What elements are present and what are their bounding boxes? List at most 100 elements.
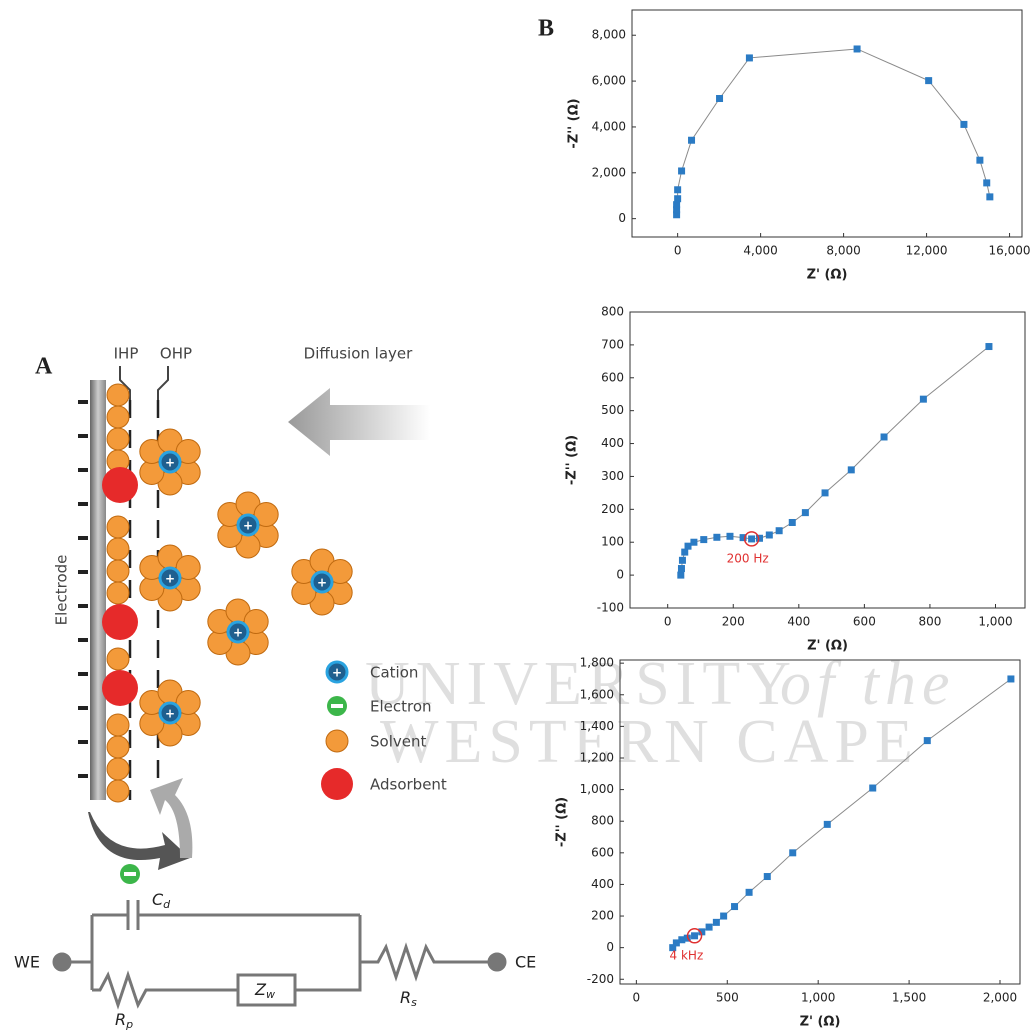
data-point <box>960 121 967 128</box>
y-tick-label: 600 <box>591 845 614 859</box>
panel-label: A <box>35 354 53 380</box>
x-tick-label: 1,000 <box>801 991 835 1005</box>
plot-frame <box>630 312 1025 608</box>
data-point <box>1007 675 1014 682</box>
rp-sub: p <box>125 1018 133 1031</box>
y-tick-label: 1,000 <box>580 782 614 796</box>
charge <box>78 434 88 438</box>
adsorbent <box>102 604 138 640</box>
y-tick-label: 500 <box>601 403 624 417</box>
x-tick-label: 200 <box>722 615 745 629</box>
data-point <box>706 924 713 931</box>
solvent <box>107 406 129 428</box>
zw-sub: w <box>266 988 275 1001</box>
solvent <box>107 714 129 736</box>
y-tick-label: 200 <box>601 502 624 516</box>
charge <box>78 604 88 608</box>
y-tick-label: 1,400 <box>580 719 614 733</box>
y-tick-label: 1,600 <box>580 687 614 701</box>
x-tick-label: 800 <box>918 615 941 629</box>
rp-label: R <box>115 1010 126 1029</box>
y-tick-label: 400 <box>601 436 624 450</box>
solvent <box>107 384 129 406</box>
electrode-label: Electrode <box>53 555 71 626</box>
solvent <box>107 560 129 582</box>
charge <box>78 672 88 676</box>
y-tick-label: 1,800 <box>580 656 614 670</box>
y-tick-label: 700 <box>601 337 624 351</box>
x-tick-label: 1,000 <box>978 615 1012 629</box>
x-tick-label: 500 <box>716 991 739 1005</box>
data-point <box>748 535 755 542</box>
svg-text:+: + <box>332 666 342 680</box>
circuit <box>54 900 505 1005</box>
ce-label: CE <box>515 953 536 972</box>
data-point <box>678 565 685 572</box>
data-point <box>756 535 763 542</box>
y-tick-label: 100 <box>601 535 624 549</box>
x-tick-label: 600 <box>853 615 876 629</box>
adsorbent <box>102 670 138 706</box>
data-point <box>766 531 773 538</box>
charge <box>78 706 88 710</box>
rs-sub: s <box>411 996 417 1009</box>
data-point <box>881 433 888 440</box>
y-tick-label: 800 <box>601 305 624 319</box>
y-tick-label: 0 <box>618 211 626 225</box>
data-point <box>713 919 720 926</box>
charge <box>78 502 88 506</box>
diffusion-label: Diffusion layer <box>304 345 413 363</box>
svg-text:Cd: Cd <box>152 890 171 912</box>
legend-label: Cation <box>370 664 418 682</box>
data-point <box>764 873 771 880</box>
watermark: WESTERN CAPE <box>380 708 919 776</box>
data-point <box>920 396 927 403</box>
we-label: WE <box>14 953 40 972</box>
data-point <box>690 539 697 546</box>
data-point <box>869 785 876 792</box>
data-point <box>678 167 685 174</box>
y-tick-label: 400 <box>591 877 614 891</box>
data-point <box>679 557 686 564</box>
data-point <box>700 536 707 543</box>
data-point <box>677 572 684 579</box>
y-tick-label: 8,000 <box>592 28 626 42</box>
data-point <box>688 137 695 144</box>
svg-text:Rp: Rp <box>115 1010 133 1032</box>
data-point <box>925 77 932 84</box>
legend-label: Solvent <box>370 733 426 751</box>
y-tick-label: 2,000 <box>592 165 626 179</box>
solvent <box>107 582 129 604</box>
data-point <box>731 903 738 910</box>
x-tick-label: 0 <box>664 615 672 629</box>
data-point <box>716 95 723 102</box>
cation-sign: + <box>165 707 175 721</box>
x-axis-label: Z' (Ω) <box>807 268 848 283</box>
x-tick-label: 8,000 <box>826 244 860 258</box>
data-point <box>983 179 990 186</box>
charge <box>78 570 88 574</box>
solvent <box>107 736 129 758</box>
data-point <box>713 534 720 541</box>
solvent <box>107 428 129 450</box>
y-tick-label: 600 <box>601 370 624 384</box>
solvent <box>107 538 129 560</box>
data-point <box>691 932 698 939</box>
y-axis-label: -Z'' (Ω) <box>555 797 570 847</box>
data-point <box>824 821 831 828</box>
cation-sign: + <box>165 572 175 586</box>
x-tick-label: 4,000 <box>743 244 777 258</box>
cation-sign: + <box>233 626 243 640</box>
y-axis-label: -Z'' (Ω) <box>567 98 582 148</box>
panel-label: B <box>538 16 554 42</box>
annotation-label: 4 kHz <box>670 948 704 962</box>
data-point <box>674 186 681 193</box>
legend-label: Adsorbent <box>370 776 447 794</box>
y-tick-label: 6,000 <box>592 74 626 88</box>
charge <box>78 536 88 540</box>
ihp-label: IHP <box>114 345 139 363</box>
y-tick-label: 200 <box>591 909 614 923</box>
data-point <box>848 466 855 473</box>
data-point <box>746 54 753 61</box>
data-point <box>985 343 992 350</box>
